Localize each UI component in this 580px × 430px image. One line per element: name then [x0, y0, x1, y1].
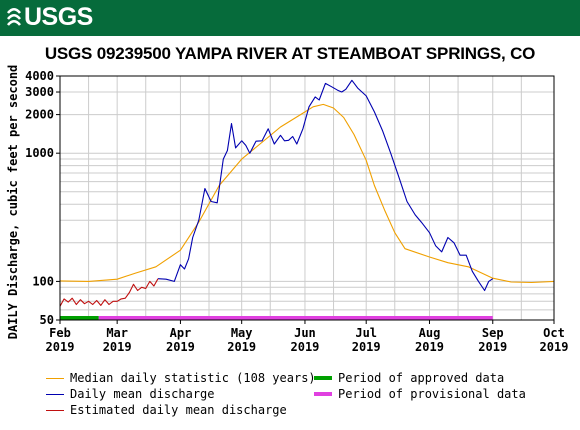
y-axis-label: DAILY Discharge, cubic feet per second — [6, 65, 20, 340]
x-tick-label-month: Jul — [355, 326, 377, 340]
series-lines — [59, 79, 555, 307]
x-tick-label-year: 2019 — [352, 340, 381, 354]
x-tick-label-year: 2019 — [291, 340, 320, 354]
daily-mean-line — [157, 79, 494, 292]
usgs-logo-icon — [6, 7, 22, 26]
x-tick-label-year: 2019 — [46, 340, 75, 354]
x-tick-label-month: Mar — [106, 326, 128, 340]
x-tick-label-month: Oct — [543, 326, 565, 340]
x-tick-label-month: Sep — [482, 326, 504, 340]
y-tick-label: 3000 — [25, 85, 54, 99]
x-tick-label-year: 2019 — [540, 340, 569, 354]
x-tick-label-month: Apr — [170, 326, 192, 340]
median-line — [59, 103, 555, 284]
chart-title: USGS 09239500 YAMPA RIVER AT STEAMBOAT S… — [44, 44, 536, 63]
usgs-banner: USGS — [0, 0, 580, 36]
x-tick-label-month: Aug — [419, 326, 441, 340]
y-tick-label: 2000 — [25, 108, 54, 122]
x-tick-label-year: 2019 — [227, 340, 256, 354]
axis-ticks: 501001000200030004000Feb2019Mar2019Apr20… — [25, 69, 568, 354]
y-tick-label: 4000 — [25, 69, 54, 83]
x-tick-label-year: 2019 — [478, 340, 507, 354]
y-tick-label: 100 — [32, 274, 54, 288]
x-tick-label-year: 2019 — [166, 340, 195, 354]
x-tick-label-month: Jun — [294, 326, 316, 340]
y-tick-label: 1000 — [25, 146, 54, 160]
plot-frame — [59, 75, 555, 321]
x-tick-label-month: Feb — [49, 326, 71, 340]
estimated-line — [59, 278, 159, 307]
x-tick-label-year: 2019 — [103, 340, 132, 354]
usgs-logo-text: USGS — [24, 3, 93, 31]
y-tick-label: 50 — [40, 313, 54, 327]
x-tick-label-year: 2019 — [415, 340, 444, 354]
x-tick-label-month: May — [231, 326, 253, 340]
